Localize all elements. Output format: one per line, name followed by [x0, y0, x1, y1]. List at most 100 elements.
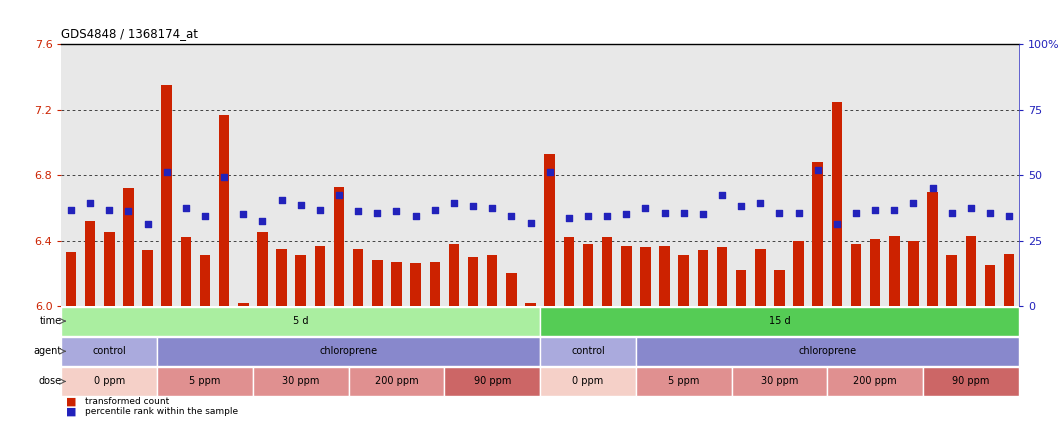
Text: chloroprene: chloroprene — [798, 346, 857, 356]
Text: 0 ppm: 0 ppm — [572, 376, 604, 387]
Point — [885, 206, 902, 213]
Point — [446, 200, 463, 206]
Bar — [353, 249, 363, 306]
Bar — [544, 154, 555, 306]
Bar — [181, 237, 191, 306]
Text: ■: ■ — [67, 397, 76, 407]
Point — [1001, 213, 1018, 220]
Point — [158, 168, 175, 175]
Bar — [540, 367, 635, 396]
Text: 90 ppm: 90 ppm — [473, 376, 510, 387]
Point — [139, 221, 156, 228]
Text: 200 ppm: 200 ppm — [375, 376, 418, 387]
Bar — [257, 232, 268, 306]
Point — [292, 201, 309, 208]
Text: 5 ppm: 5 ppm — [190, 376, 220, 387]
Text: 30 ppm: 30 ppm — [282, 376, 320, 387]
Bar — [430, 262, 441, 306]
Point — [484, 204, 501, 211]
Point — [944, 209, 961, 216]
Point — [771, 209, 788, 216]
Point — [82, 200, 98, 206]
Point — [465, 203, 482, 210]
Bar — [157, 337, 540, 366]
Point — [905, 200, 922, 206]
Text: ■: ■ — [67, 407, 76, 417]
Text: 200 ppm: 200 ppm — [854, 376, 897, 387]
Bar — [295, 255, 306, 306]
Bar — [161, 85, 172, 306]
Point — [752, 200, 769, 206]
Point — [636, 204, 653, 211]
Bar — [104, 232, 114, 306]
Point — [120, 208, 137, 214]
Point — [101, 206, 118, 213]
Text: 5 ppm: 5 ppm — [668, 376, 699, 387]
Bar — [334, 187, 344, 306]
Bar — [200, 255, 211, 306]
Bar — [61, 367, 157, 396]
Bar — [61, 337, 157, 366]
Point — [617, 211, 634, 218]
Bar — [315, 245, 325, 306]
Bar — [827, 367, 923, 396]
Bar — [640, 247, 650, 306]
Bar — [238, 303, 249, 306]
Point — [254, 217, 271, 224]
Bar — [928, 192, 938, 306]
Text: 15 d: 15 d — [769, 316, 790, 326]
Point — [522, 219, 539, 226]
Text: GDS4848 / 1368174_at: GDS4848 / 1368174_at — [61, 27, 198, 40]
Text: control: control — [92, 346, 126, 356]
Bar — [540, 307, 1019, 335]
Bar — [123, 188, 133, 306]
Bar — [736, 270, 747, 306]
Bar — [66, 252, 76, 306]
Point — [235, 211, 252, 218]
Bar — [449, 244, 460, 306]
Bar — [411, 264, 420, 306]
Bar — [468, 257, 479, 306]
Point — [714, 192, 731, 198]
Text: percentile rank within the sample: percentile rank within the sample — [86, 407, 238, 416]
Bar — [372, 260, 382, 306]
Bar — [85, 221, 95, 306]
Bar — [142, 250, 152, 306]
Point — [178, 204, 195, 211]
Bar — [755, 249, 766, 306]
Text: dose: dose — [38, 376, 61, 387]
Bar — [445, 367, 540, 396]
Bar — [831, 102, 842, 306]
Bar — [157, 367, 253, 396]
Point — [311, 206, 328, 213]
Text: 30 ppm: 30 ppm — [760, 376, 798, 387]
Bar — [660, 245, 669, 306]
Point — [369, 209, 385, 216]
Bar — [732, 367, 827, 396]
Bar — [540, 337, 635, 366]
Bar — [219, 115, 230, 306]
Text: 0 ppm: 0 ppm — [93, 376, 125, 387]
Bar — [793, 241, 804, 306]
Point — [963, 204, 980, 211]
Text: 5 d: 5 d — [293, 316, 308, 326]
Point — [388, 208, 405, 214]
Bar — [698, 250, 708, 306]
Bar — [635, 367, 732, 396]
Bar — [1004, 254, 1015, 306]
Bar — [850, 244, 861, 306]
Text: transformed count: transformed count — [86, 397, 169, 406]
Point — [273, 196, 290, 203]
Point — [809, 167, 826, 174]
Text: 90 ppm: 90 ppm — [952, 376, 989, 387]
Bar — [348, 367, 445, 396]
Point — [560, 214, 577, 221]
Bar — [487, 255, 498, 306]
Point — [598, 213, 615, 220]
Point — [733, 203, 750, 210]
Point — [197, 213, 214, 220]
Bar — [602, 237, 612, 306]
Bar — [582, 244, 593, 306]
Bar — [635, 337, 1019, 366]
Point — [847, 209, 864, 216]
